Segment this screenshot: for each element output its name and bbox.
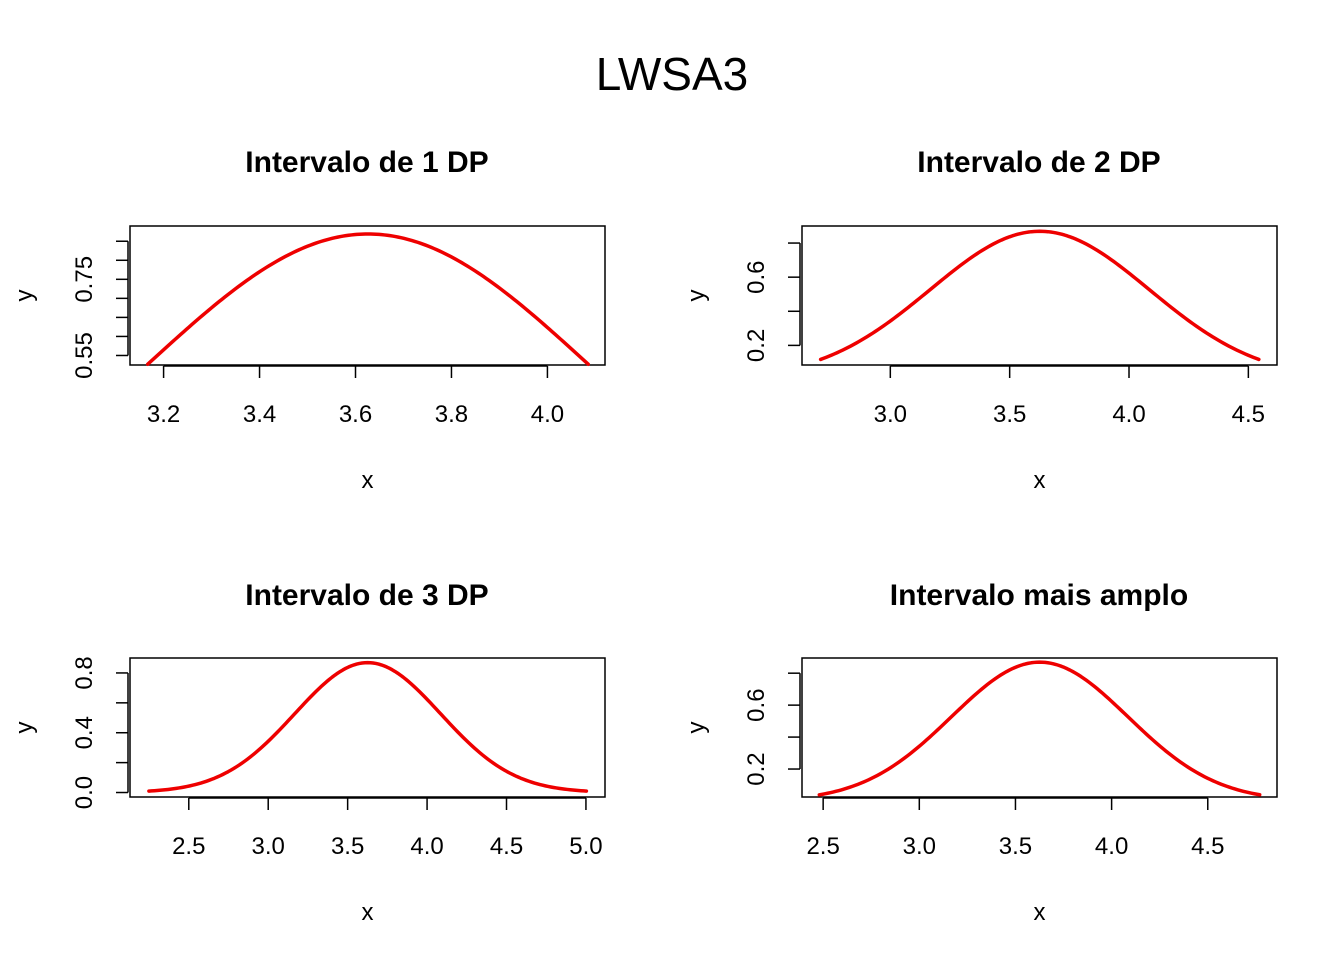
x-tick-label: 3.2 xyxy=(147,401,180,428)
y-tick-label: 0.4 xyxy=(71,716,98,749)
y-tick-label: 0.0 xyxy=(71,776,98,809)
x-tick-label: 3.8 xyxy=(435,401,468,428)
x-tick-label: 3.0 xyxy=(903,833,936,860)
x-tick-label: 3.6 xyxy=(339,401,372,428)
y-axis-label: y xyxy=(683,290,710,302)
chart-panel-4: Intervalo mais amplo 2.5 3.0 3.5 4.0 4.5 0.2 0.… xyxy=(683,579,1278,926)
y-axis-label: y xyxy=(11,290,38,302)
y-tick-label: 0.2 xyxy=(743,329,770,362)
x-axis-label: x xyxy=(362,899,374,926)
density-curve xyxy=(817,660,1262,797)
x-axis-label: x xyxy=(1034,899,1046,926)
x-tick-label: 4.5 xyxy=(1232,401,1265,428)
x-axis-label: x xyxy=(362,467,374,494)
density-curve xyxy=(147,660,589,793)
y-tick-label: 0.8 xyxy=(71,656,98,689)
x-tick-label: 3.5 xyxy=(993,401,1026,428)
x-tick-label: 4.5 xyxy=(490,833,523,860)
x-tick-label: 3.0 xyxy=(874,401,907,428)
figure-title: LWSA3 xyxy=(596,48,749,100)
chart-panel-3: Intervalo de 3 DP 2.5 3.0 3.5 4.0 4.5 5.0 0.0 0.… xyxy=(11,579,606,926)
chart-panel-1: Intervalo de 1 DP 3.2 3.4 3.6 3.8 4.0 0.55 0.75… xyxy=(11,146,606,494)
panel-title: Intervalo de 1 DP xyxy=(245,146,488,179)
x-tick-label: 2.5 xyxy=(172,833,205,860)
y-tick-label: 0.6 xyxy=(743,260,770,293)
y-tick-label: 0.6 xyxy=(743,688,770,721)
x-tick-label: 4.0 xyxy=(410,833,443,860)
x-tick-label: 4.0 xyxy=(1112,401,1145,428)
x-tick-label: 5.0 xyxy=(569,833,602,860)
y-tick-label: 0.75 xyxy=(71,256,98,303)
plot-frame xyxy=(129,657,606,798)
x-tick-label: 3.5 xyxy=(999,833,1032,860)
plot-frame xyxy=(801,657,1278,798)
panel-title: Intervalo de 3 DP xyxy=(245,579,488,612)
chart-panels: Intervalo de 1 DP 3.2 3.4 3.6 3.8 4.0 0.55 0.75… xyxy=(11,146,1278,926)
x-tick-label: 4.0 xyxy=(531,401,564,428)
plot-frame xyxy=(129,225,606,366)
y-tick-label: 0.2 xyxy=(743,752,770,785)
panel-title: Intervalo mais amplo xyxy=(890,579,1188,612)
x-tick-label: 3.0 xyxy=(252,833,285,860)
chart-panel-2: Intervalo de 2 DP 3.0 3.5 4.0 4.5 0.2 0.6 x y xyxy=(683,146,1278,494)
x-tick-label: 4.5 xyxy=(1191,833,1224,860)
y-tick-label: 0.55 xyxy=(71,332,98,379)
density-curve xyxy=(818,229,1261,362)
plot-frame xyxy=(801,225,1278,366)
x-tick-label: 3.5 xyxy=(331,833,364,860)
x-axis-label: x xyxy=(1034,467,1046,494)
panel-title: Intervalo de 2 DP xyxy=(917,146,1160,179)
density-curve xyxy=(146,232,590,366)
x-tick-label: 3.4 xyxy=(243,401,276,428)
x-tick-label: 2.5 xyxy=(806,833,839,860)
y-axis-label: y xyxy=(683,722,710,734)
x-tick-label: 4.0 xyxy=(1095,833,1128,860)
y-axis-label: y xyxy=(11,722,38,734)
